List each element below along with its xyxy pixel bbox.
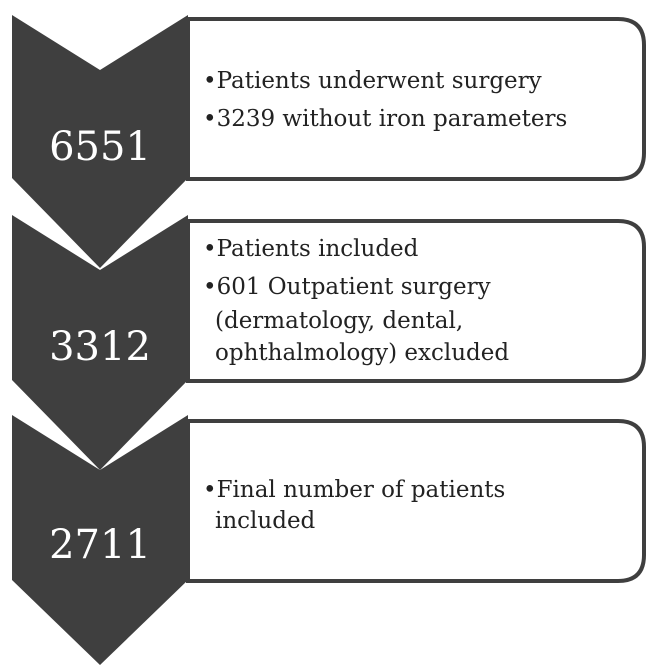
step-box: [186, 219, 646, 383]
step-text: •601 Outpatient surgery: [203, 274, 491, 300]
step-text: •Patients underwent surgery: [203, 68, 542, 94]
step-number: 2711: [49, 522, 151, 568]
step-text: (dermatology, dental,: [215, 308, 463, 334]
step-box: [186, 17, 646, 181]
step-box: [186, 419, 646, 583]
step-text: •Final number of patients: [203, 477, 505, 503]
chevron: [12, 415, 188, 665]
step-number: 6551: [49, 124, 151, 170]
step-number: 3312: [49, 324, 151, 370]
step-text: •Patients included: [203, 236, 419, 262]
chevron: [12, 215, 188, 470]
chevron: [12, 15, 188, 268]
step-text: •3239 without iron parameters: [203, 106, 567, 132]
texts: 6551 •Patients underwent surgery •3239 wit…: [49, 68, 567, 568]
step-text: included: [215, 508, 316, 534]
step-text: ophthalmology) excluded: [215, 340, 509, 366]
